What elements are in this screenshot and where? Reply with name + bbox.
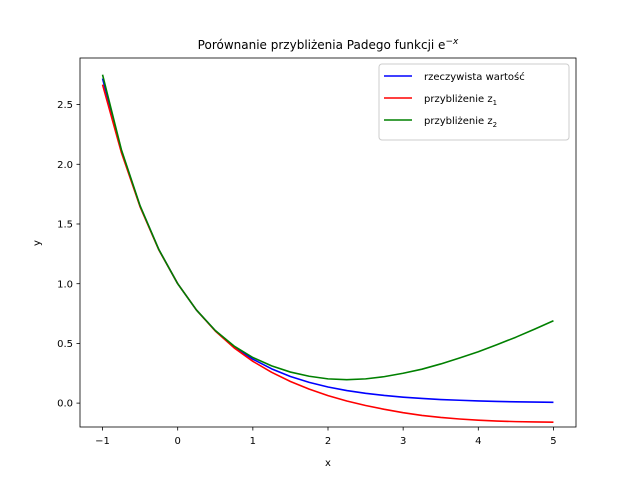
series-line-3 [101, 74, 554, 381]
y-tick-label: 0.0 [57, 399, 73, 410]
y-tick-label: 0.5 [57, 339, 73, 350]
x-tick-label: 3 [400, 436, 406, 447]
y-tick-label: 2.5 [57, 100, 73, 111]
legend-box [378, 63, 570, 141]
series-layer [101, 74, 554, 424]
y-tick-label: 1.0 [57, 279, 73, 290]
x-axis-ticks: −1 0 1 2 3 4 5 [95, 427, 557, 447]
y-axis-label: y [32, 240, 43, 246]
x-axis-label: x [325, 458, 331, 469]
legend-label-2: przybliżenie z1 [424, 94, 497, 107]
y-tick-label: 2.0 [57, 160, 73, 171]
chart-title-superscript: −x [445, 37, 459, 47]
y-axis-ticks: 0.0 0.5 1.0 1.5 2.0 2.5 [57, 100, 80, 410]
x-tick-label: −1 [95, 436, 110, 447]
legend-label-1: rzeczywista wartość [424, 71, 525, 83]
x-tick-label: 4 [475, 436, 481, 447]
y-tick-label: 1.5 [57, 220, 73, 231]
x-tick-label: 0 [175, 436, 181, 447]
chart-title: Porównanie przybliżenia Padego funkcji e… [198, 37, 459, 52]
x-tick-label: 1 [250, 436, 256, 447]
legend: rzeczywista wartość przybliżenie z1 przybl… [378, 63, 570, 141]
x-tick-label: 5 [550, 436, 556, 447]
x-tick-label: 2 [325, 436, 331, 447]
legend-label-3: przybliżenie z2 [424, 116, 497, 129]
